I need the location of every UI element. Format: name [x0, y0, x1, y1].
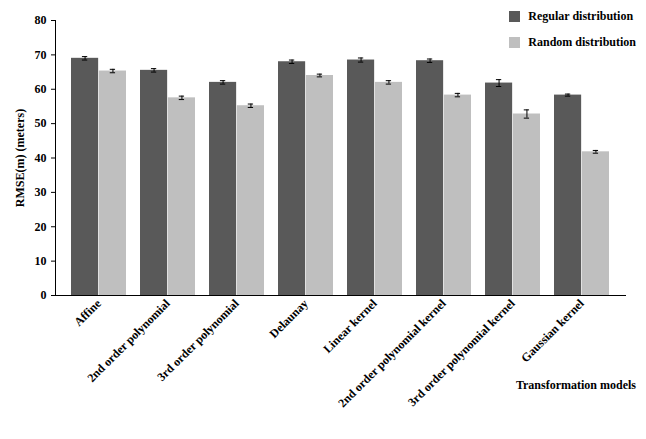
- svg-text:0: 0: [41, 288, 47, 302]
- svg-text:60: 60: [35, 82, 47, 96]
- svg-text:40: 40: [35, 151, 47, 165]
- svg-text:20: 20: [35, 220, 47, 234]
- svg-text:70: 70: [35, 48, 47, 62]
- svg-text:RMSE(m) (meters): RMSE(m) (meters): [13, 109, 27, 207]
- svg-text:50: 50: [35, 116, 47, 130]
- svg-text:Linear kernel: Linear kernel: [320, 296, 380, 356]
- html-text:Transformation models: Transformation models: [515, 378, 636, 392]
- svg-text:30: 30: [35, 185, 47, 199]
- svg-text:2nd order polynomial: 2nd order polynomial: [84, 296, 173, 385]
- svg-text:Delaunay: Delaunay: [267, 296, 311, 340]
- svg-text:80: 80: [35, 13, 47, 27]
- svg-text:3rd order polynomial: 3rd order polynomial: [154, 296, 242, 384]
- html-text:Regular distribution: Regular distribution: [528, 9, 634, 23]
- html-text:Random distribution: Random distribution: [528, 35, 636, 49]
- svg-text:Gaussian kernel: Gaussian kernel: [518, 296, 587, 365]
- svg-text:10: 10: [35, 254, 47, 268]
- svg-text:Affine: Affine: [71, 296, 104, 329]
- svg-text:2nd order polynomial kernel: 2nd order polynomial kernel: [335, 296, 449, 410]
- svg-text:3rd order polynomial kernel: 3rd order polynomial kernel: [405, 296, 518, 409]
